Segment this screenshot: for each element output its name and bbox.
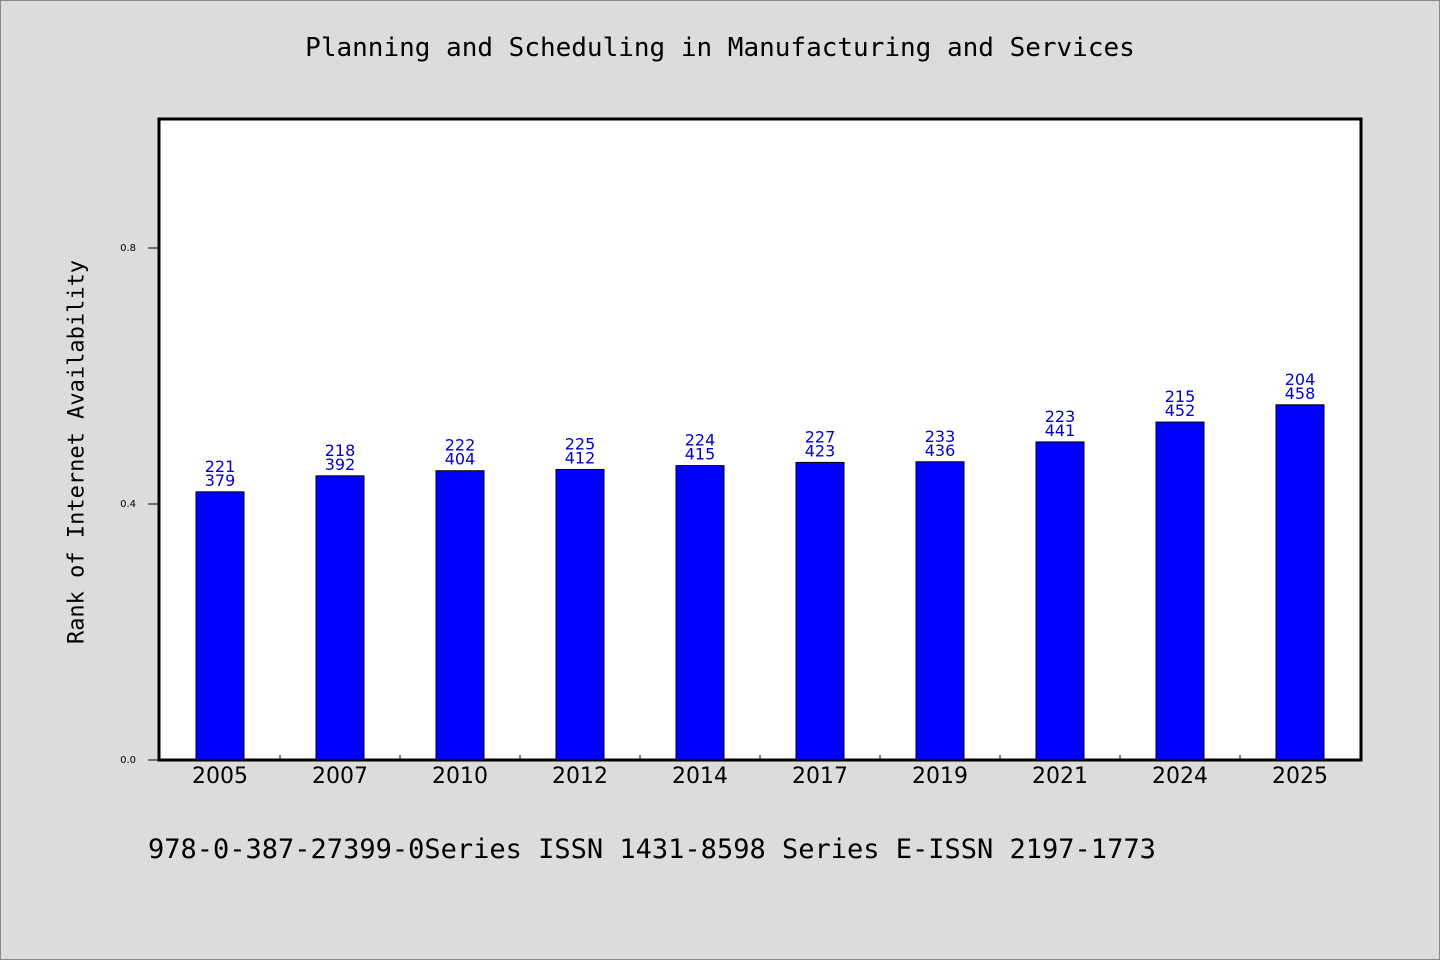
bars-layer: 2213792183922224042254122244152274232334…: [195, 370, 1325, 761]
bar-2021: [1035, 441, 1085, 761]
x-tick-label: 2014: [672, 764, 728, 789]
x-tick-label: 2010: [432, 764, 488, 789]
x-tick-label: 2024: [1152, 764, 1208, 789]
footer-text: 978-0-387-27399-0Series ISSN 1431-8598 S…: [148, 834, 1156, 865]
x-tick-label: 2012: [552, 764, 608, 789]
bar-2025: [1275, 404, 1325, 761]
bar-2005: [195, 491, 245, 761]
bar-label-top: 204: [1285, 370, 1316, 389]
x-tick-label: 2025: [1272, 764, 1328, 789]
x-tick-label: 2005: [192, 764, 248, 789]
bar-label-top: 222: [445, 436, 476, 455]
bar-label-top: 223: [1045, 407, 1076, 426]
x-tick-label: 2021: [1032, 764, 1088, 789]
bar-2012: [555, 468, 605, 761]
bar-label-bottom: 436: [925, 441, 956, 460]
bar-label-bottom: 423: [805, 441, 836, 460]
x-tick-label: 2019: [912, 764, 968, 789]
bar-label-bottom: 441: [1045, 421, 1076, 440]
bar-label-bottom: 404: [445, 450, 476, 469]
bar-label-top: 215: [1165, 387, 1196, 406]
bar-label-bottom: 415: [685, 445, 716, 464]
bar-label-bottom: 379: [205, 471, 236, 490]
bar-label-bottom: 412: [565, 448, 596, 467]
bar-label-bottom: 392: [325, 455, 356, 474]
y-tick-label: 0.0: [120, 755, 136, 766]
y-tick-label: 0.8: [120, 243, 136, 254]
bar-label-top: 221: [205, 457, 236, 476]
chart-title: Planning and Scheduling in Manufacturing…: [305, 33, 1135, 63]
bar-2019: [915, 461, 965, 761]
bar-2007: [315, 475, 365, 761]
x-tick-label: 2007: [312, 764, 368, 789]
ticks-layer: 0.0 0.4 0.8 2005 2007 2010 2012 2014 2017 2019 202…: [120, 243, 1328, 789]
bar-label-bottom: 458: [1285, 384, 1316, 403]
bar-2010: [435, 470, 485, 761]
bar-label-top: 218: [325, 441, 356, 460]
y-tick-label: 0.4: [120, 499, 136, 510]
bar-label-top: 224: [685, 431, 716, 450]
bar-2014: [675, 465, 725, 761]
bar-label-top: 227: [805, 427, 836, 446]
bar-label-bottom: 452: [1165, 401, 1196, 420]
bar-label-top: 233: [925, 427, 956, 446]
bar-2024: [1155, 421, 1205, 761]
bar-2017: [795, 461, 845, 761]
bar-label-top: 225: [565, 434, 596, 453]
x-tick-label: 2017: [792, 764, 848, 789]
